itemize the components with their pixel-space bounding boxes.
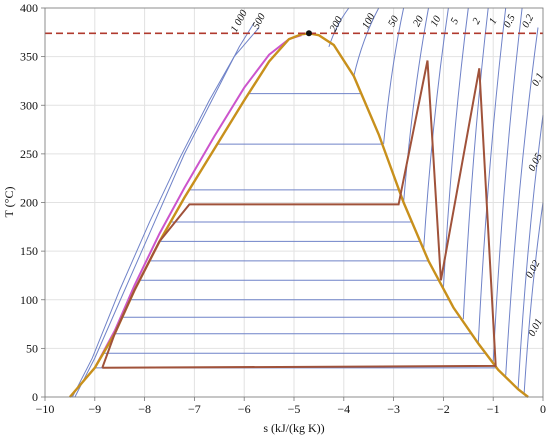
isobar-layer [71, 7, 544, 398]
isobar-curve [353, 7, 380, 77]
y-tick-label: 200 [20, 196, 38, 210]
x-tick-label: −6 [238, 402, 251, 416]
tick-layer: −10 −9 −8 −7 −6 −5 −4 −3 −2 −1 0050100150200250300… [20, 1, 546, 416]
y-tick-label: 250 [20, 147, 38, 161]
x-tick-label: −4 [337, 402, 350, 416]
x-tick-label: −1 [487, 402, 500, 416]
isobar-label: 1 [487, 17, 499, 27]
isobar-curve [523, 202, 544, 395]
isobar-label: 0.2 [520, 12, 536, 29]
isobar-curve [477, 7, 507, 343]
isobar-curve [423, 7, 449, 252]
isobar-label: 2 [471, 16, 484, 26]
y-tick-label: 50 [26, 341, 38, 355]
y-axis-title: T (°C) [2, 187, 16, 218]
isobar-label: 20 [411, 14, 426, 29]
y-tick-label: 150 [20, 244, 38, 258]
y-tick-label: 400 [20, 1, 38, 15]
isobar-curve [517, 114, 544, 390]
isobar-label: 0.05 [527, 152, 545, 173]
isobar-curve [403, 7, 429, 203]
x-tick-label: −9 [88, 402, 101, 416]
process-cycle-line [101, 60, 497, 369]
isobar-label: 5 [449, 17, 461, 27]
grid-layer [44, 7, 544, 398]
x-tick-label: −8 [138, 402, 151, 416]
critical-point-marker [305, 30, 312, 37]
x-tick-label: −3 [387, 402, 400, 416]
y-tick-label: 300 [20, 98, 38, 112]
isotherm-layer [94, 93, 497, 369]
isobar-curve [383, 7, 405, 145]
isobar-curve [492, 7, 523, 363]
curve-layer [45, 30, 543, 398]
x-axis-title: s (kJ/(kg K)) [263, 421, 324, 435]
isobar-curve [74, 22, 255, 398]
x-tick-label: −7 [188, 402, 201, 416]
y-tick-label: 350 [20, 50, 38, 64]
x-tick-label: −2 [437, 402, 450, 416]
isobar-label: 500 [251, 11, 268, 31]
compressed-liquid-line [93, 34, 302, 369]
isobar-curve [505, 27, 539, 376]
y-tick-label: 0 [32, 390, 38, 404]
x-tick-label: −5 [288, 402, 301, 416]
isobar-label: 1 000 [229, 8, 250, 35]
isobar-label: 0.1 [530, 71, 546, 88]
label-layer: 1 000 500 200 100 50 20 10 5 2 1 0.5 0.20.10.050.02… [229, 8, 546, 339]
x-tick-label: −10 [36, 402, 55, 416]
isobar-curve [71, 27, 260, 398]
y-tick-label: 100 [20, 293, 38, 307]
isobar-label: 50 [387, 14, 402, 29]
isobar-label: 0.5 [502, 13, 518, 30]
isobar-label: 10 [429, 14, 444, 29]
x-tick-label: 0 [540, 402, 546, 416]
isobar-curve [462, 7, 489, 320]
